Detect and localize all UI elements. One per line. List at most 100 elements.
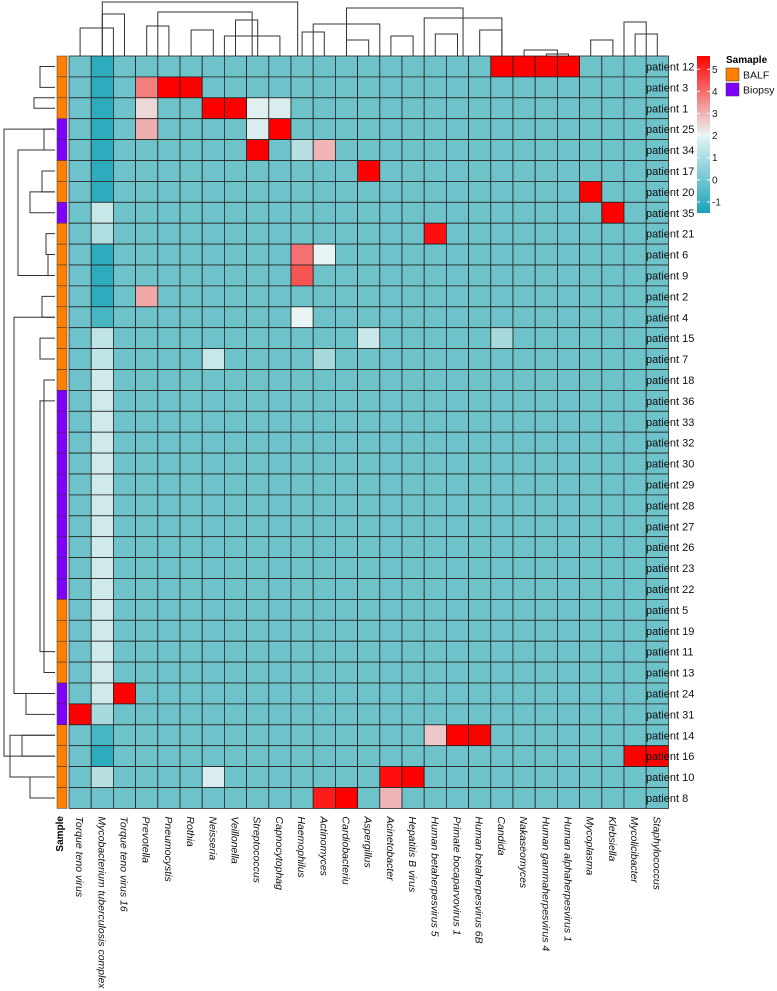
heatmap-cell	[468, 515, 492, 538]
heatmap-cell	[246, 452, 270, 475]
column-label: Aspergillus	[362, 815, 374, 868]
heatmap-cell	[201, 599, 225, 621]
heatmap-cell	[246, 139, 270, 161]
heatmap-cell	[68, 578, 92, 600]
heatmap-cell	[445, 724, 469, 747]
heatmap-cell	[445, 118, 469, 140]
column-label: Cardiobacteriu	[340, 816, 352, 884]
heatmap-cell	[445, 180, 469, 203]
heatmap-cell	[379, 389, 403, 412]
heatmap-cell	[468, 201, 492, 224]
heatmap-cell	[557, 536, 581, 559]
legend-entry-label: Biopsy	[743, 85, 775, 97]
annotation-cell	[56, 139, 68, 161]
heatmap-cell	[312, 745, 336, 768]
heatmap-cell	[557, 682, 581, 705]
heatmap-cell	[68, 431, 92, 454]
heatmap-cell	[601, 452, 625, 475]
heatmap-cell	[401, 264, 425, 287]
heatmap-cell	[113, 264, 137, 287]
heatmap-cell	[579, 640, 603, 663]
heatmap-cell	[90, 55, 114, 78]
heatmap-cell	[512, 787, 536, 809]
heatmap-cell	[623, 431, 647, 454]
heatmap-cell	[68, 515, 92, 538]
dendrogram-branch	[346, 7, 464, 56]
heatmap-cell	[334, 327, 358, 350]
heatmap-cell	[290, 306, 314, 329]
dendrogram-branch	[21, 734, 55, 757]
heatmap-cell	[179, 682, 203, 705]
heatmap-cell	[490, 410, 514, 433]
heatmap-cell	[468, 494, 492, 517]
heatmap-cell	[113, 348, 137, 370]
heatmap-cell	[468, 55, 492, 78]
heatmap-cell	[135, 389, 159, 412]
heatmap-cell	[201, 619, 225, 642]
dendrogram-branch	[623, 21, 647, 56]
heatmap-cell	[534, 599, 558, 621]
heatmap-cell	[512, 536, 536, 559]
heatmap-cell	[113, 494, 137, 517]
heatmap-cell	[113, 578, 137, 600]
row-label: patient 29	[646, 479, 694, 491]
heatmap-cell	[312, 494, 336, 517]
heatmap-cell	[68, 661, 92, 684]
heatmap-cell	[179, 578, 203, 600]
heatmap-cell	[423, 787, 447, 809]
heatmap-cell	[579, 97, 603, 120]
heatmap-cell	[379, 745, 403, 768]
annotation-cell	[56, 578, 68, 600]
heatmap-cell	[379, 160, 403, 182]
heatmap-cell	[423, 557, 447, 579]
heatmap-cell	[246, 473, 270, 496]
heatmap-cell	[223, 619, 247, 642]
heatmap-cell	[601, 787, 625, 809]
heatmap-cell	[445, 160, 469, 182]
heatmap-cell	[290, 536, 314, 559]
dendrogram-branch	[39, 65, 55, 88]
row-label: patient 26	[646, 542, 694, 554]
heatmap-cell	[445, 139, 469, 161]
heatmap-cell	[312, 139, 336, 161]
heatmap-cell	[623, 619, 647, 642]
heatmap-cell	[312, 599, 336, 621]
heatmap-cell	[157, 745, 181, 768]
heatmap-cell	[401, 327, 425, 350]
dendrogram-branch	[17, 149, 55, 276]
heatmap-cell	[445, 494, 469, 517]
heatmap-cell	[334, 703, 358, 726]
heatmap-cell	[468, 160, 492, 182]
heatmap-cell	[423, 745, 447, 768]
heatmap-cell	[113, 139, 137, 161]
heatmap-cell	[379, 222, 403, 245]
heatmap-cell	[113, 599, 137, 621]
heatmap-cell	[68, 327, 92, 350]
heatmap-cell	[179, 222, 203, 245]
heatmap-cell	[490, 578, 514, 600]
heatmap-cell	[445, 410, 469, 433]
heatmap-cell	[379, 724, 403, 747]
heatmap-cell	[268, 431, 292, 454]
heatmap-cell	[312, 703, 336, 726]
row-label: patient 34	[646, 145, 694, 157]
heatmap-cell	[290, 55, 314, 78]
heatmap-cell	[401, 97, 425, 120]
heatmap-cell	[68, 348, 92, 370]
heatmap-cell	[68, 264, 92, 287]
heatmap-cell	[623, 348, 647, 370]
heatmap-cell	[601, 327, 625, 350]
row-label: patient 17	[646, 166, 694, 178]
heatmap-cell	[468, 640, 492, 663]
heatmap-cell	[312, 327, 336, 350]
heatmap-cell	[401, 76, 425, 99]
heatmap-cell	[623, 661, 647, 684]
heatmap-cell	[534, 745, 558, 768]
heatmap-cell	[90, 494, 114, 517]
heatmap-cell	[201, 473, 225, 496]
heatmap-cell	[223, 599, 247, 621]
column-label: Human alphaherpesvirus 1	[562, 816, 574, 942]
heatmap-cell	[490, 55, 514, 78]
heatmap-cell	[490, 222, 514, 245]
heatmap-cell	[401, 787, 425, 809]
